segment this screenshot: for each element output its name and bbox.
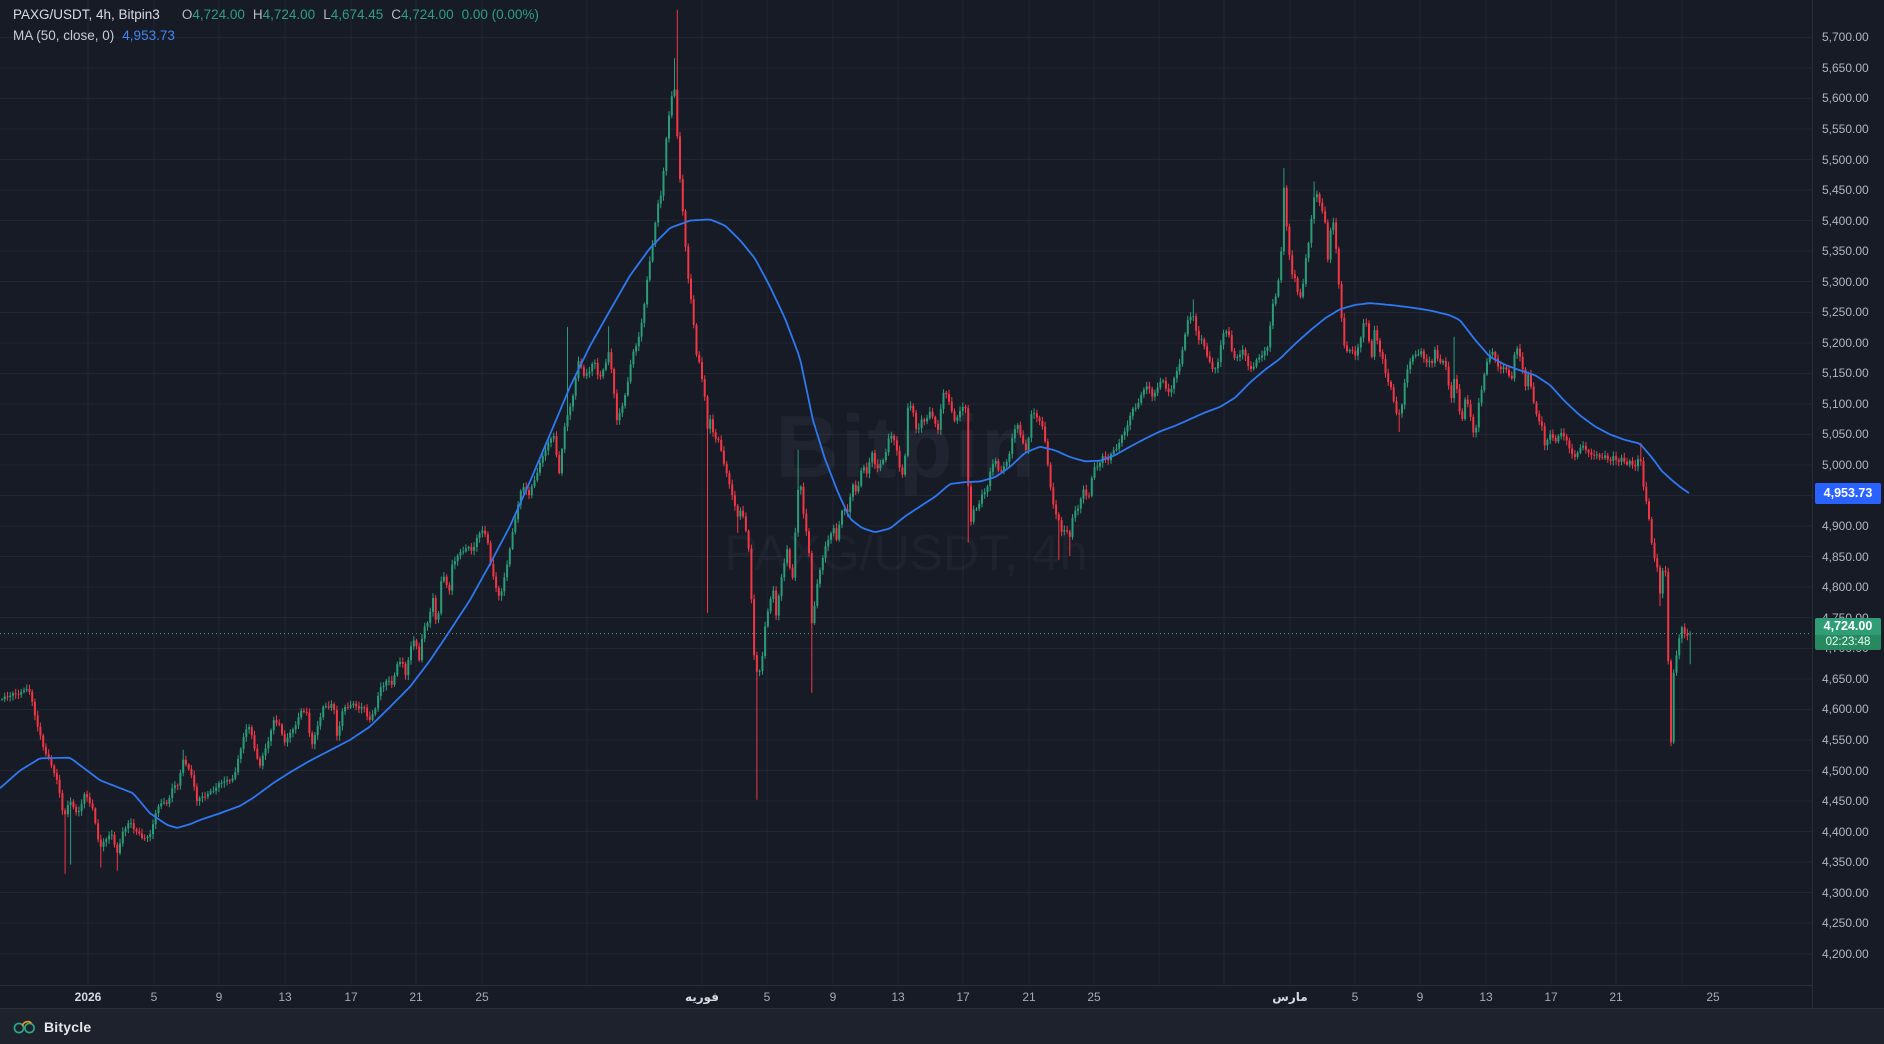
price-tick-label: 5,050.00 [1822, 427, 1869, 442]
time-tick-label: 21 [1022, 990, 1036, 1004]
time-tick-label: 9 [1416, 990, 1424, 1004]
bicycle-icon [13, 1020, 35, 1034]
time-tick-label: 25 [1087, 990, 1101, 1004]
price-tick-label: 5,650.00 [1822, 60, 1869, 75]
chart-canvas[interactable] [0, 0, 1812, 1008]
time-tick-label: 17 [344, 990, 358, 1004]
time-tick-label: 17 [956, 990, 970, 1004]
time-tick-label: 21 [409, 990, 423, 1004]
price-tick-label: 4,200.00 [1822, 946, 1869, 961]
low-label: L [323, 7, 331, 22]
close-value: 4,724.00 [401, 7, 454, 22]
price-tick-label: 4,250.00 [1822, 916, 1869, 931]
bitycle-logo[interactable]: Bitycle [13, 1019, 91, 1035]
high-value: 4,724.00 [262, 7, 316, 22]
time-tick-label: 21 [1609, 990, 1623, 1004]
time-tick-label: مارس [1272, 990, 1308, 1004]
price-tick-label: 5,250.00 [1822, 305, 1869, 320]
time-tick-label: 5 [1351, 990, 1359, 1004]
brand-name: Bitycle [44, 1019, 92, 1035]
symbol-legend-row[interactable]: PAXG/USDT, 4h, Bitpin3 O4,724.00 H4,724.00… [13, 6, 539, 24]
price-tick-label: 4,800.00 [1822, 580, 1869, 595]
time-tick-label: فوريه [684, 990, 720, 1004]
price-tick-label: 5,350.00 [1822, 244, 1869, 259]
price-tick-label: 4,350.00 [1822, 855, 1869, 870]
price-tick-label: 5,550.00 [1822, 121, 1869, 136]
low-value: 4,674.45 [330, 7, 384, 22]
price-tick-label: 5,400.00 [1822, 213, 1869, 228]
ma-price-label: 4,953.73 [1815, 483, 1881, 505]
price-tick-label: 5,600.00 [1822, 91, 1869, 106]
price-tick-label: 5,150.00 [1822, 366, 1869, 381]
price-tick-label: 5,700.00 [1822, 30, 1869, 45]
last-price-label: 4,724.00 02:23:48 [1815, 617, 1881, 650]
price-tick-label: 4,600.00 [1822, 702, 1869, 717]
price-tick-label: 4,900.00 [1822, 519, 1869, 534]
time-tick-label: 17 [1544, 990, 1558, 1004]
time-tick-label: 13 [278, 990, 292, 1004]
time-axis[interactable]: 2026 5 9 13 17 21 25 فوريه 5 9 13 17 21 25 مارس 5 9 13 17 2… [0, 985, 1812, 1009]
price-tick-label: 4,400.00 [1822, 824, 1869, 839]
ma-legend-row[interactable]: MA (50, close, 0) 4,953.73 [13, 27, 539, 45]
time-tick-label: 2026 [74, 990, 102, 1004]
price-tick-label: 4,300.00 [1822, 885, 1869, 900]
time-tick-label: 13 [1479, 990, 1493, 1004]
high-label: H [252, 7, 263, 22]
chart-legend: PAXG/USDT, 4h, Bitpin3 O4,724.00 H4,724.00… [13, 6, 539, 45]
price-axis[interactable]: 4,953.73 4,724.00 02:23:48 4,200.00 4,250… [1812, 0, 1884, 1008]
price-tick-label: 5,000.00 [1822, 458, 1869, 472]
price-tick-label: 4,550.00 [1822, 732, 1869, 747]
footer-bar: Bitycle [0, 1008, 1884, 1044]
open-value: 4,724.00 [192, 7, 245, 22]
price-tick-label: 5,200.00 [1822, 335, 1869, 350]
price-tick-label: 4,850.00 [1822, 549, 1869, 564]
time-tick-label: 13 [891, 990, 905, 1004]
last-price-value: 4,724.00 [1815, 617, 1881, 635]
candle-countdown: 02:23:48 [1815, 634, 1881, 650]
open-label: O [181, 7, 193, 22]
price-tick-label: 4,650.00 [1822, 671, 1869, 686]
time-tick-label: 5 [763, 990, 771, 1004]
price-tick-label: 5,500.00 [1822, 152, 1869, 167]
price-tick-label: 5,300.00 [1822, 274, 1869, 289]
time-tick-label: 9 [215, 990, 223, 1004]
time-tick-label: 5 [150, 990, 158, 1004]
price-tick-label: 4,450.00 [1822, 794, 1869, 809]
symbol-title: PAXG/USDT, 4h, Bitpin3 [13, 7, 160, 22]
price-tick-label: 4,500.00 [1822, 763, 1869, 778]
close-label: C [391, 7, 402, 22]
time-tick-label: 25 [475, 990, 489, 1004]
price-tick-label: 5,450.00 [1822, 183, 1869, 198]
price-tick-label: 5,100.00 [1822, 396, 1869, 411]
time-tick-label: 9 [829, 990, 837, 1004]
time-tick-label: 25 [1706, 990, 1720, 1004]
ma-indicator-value: 4,953.73 [122, 28, 175, 43]
ma-indicator-name: MA (50, close, 0) [13, 28, 115, 43]
change-value: 0.00 (0.00%) [461, 7, 539, 22]
